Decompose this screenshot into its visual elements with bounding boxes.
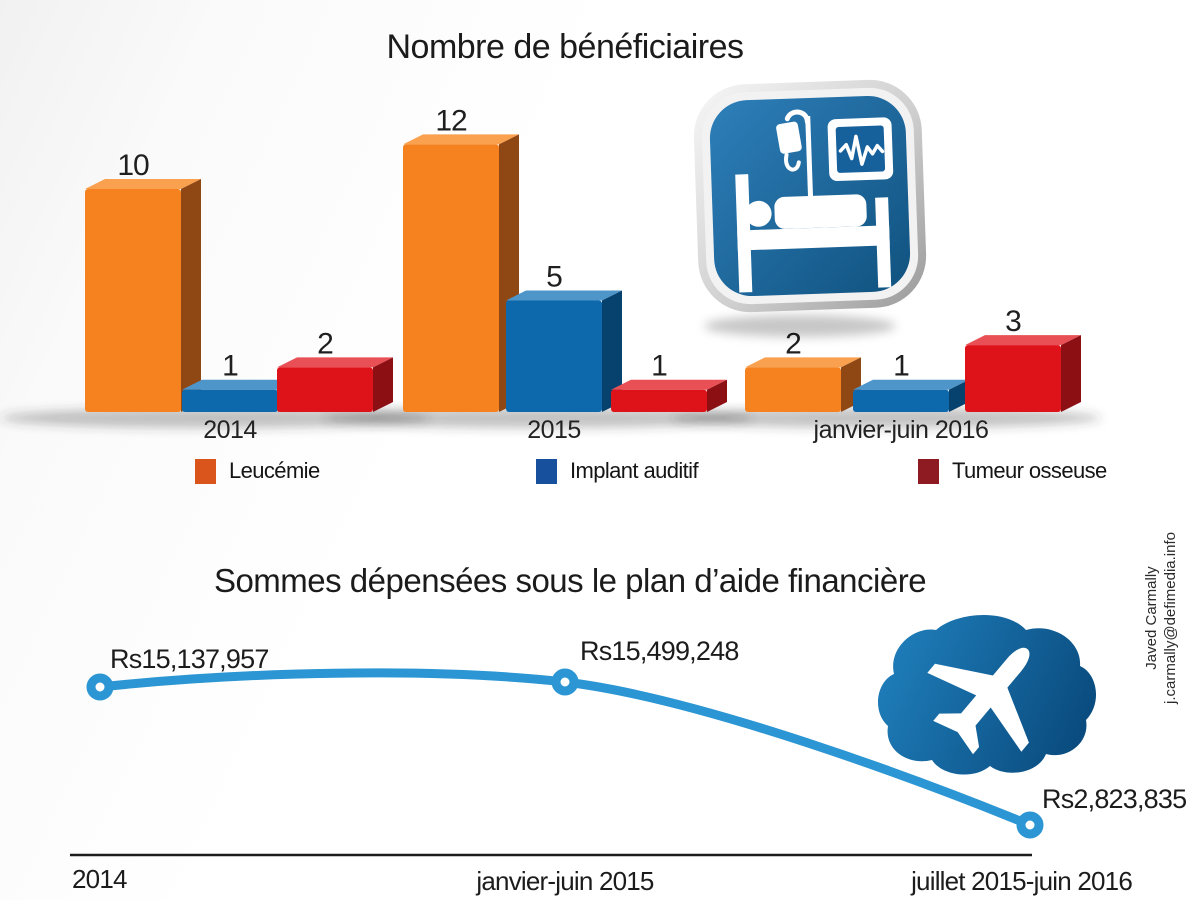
legend-label: Leucémie	[229, 458, 320, 483]
bar-chart-title: Nombre de bénéficiaires	[386, 28, 744, 66]
bar-top-face	[853, 379, 969, 390]
point-value-label: Rs15,137,957	[110, 644, 269, 674]
spending-line-chart: Rs15,137,957 Rs15,499,248 Rs2,823,835 2014 j…	[70, 636, 1187, 896]
data-point-1	[86, 673, 114, 701]
bar-value-label: 5	[546, 261, 562, 294]
credit: Javed Carmally j.carmally@defimedia.info	[1142, 488, 1188, 748]
data-point-2	[551, 668, 579, 696]
x-axis-label: 2014	[72, 864, 127, 894]
bar-category-label: 2015	[527, 416, 581, 444]
bar-side-face	[707, 379, 727, 412]
bar-Implant auditif	[853, 389, 949, 412]
legend-swatch	[536, 458, 557, 484]
bar-top-face	[277, 357, 393, 368]
bar-Leucémie	[85, 189, 181, 412]
bar-value-label: 3	[1005, 305, 1021, 338]
legend-item-3: Tumeur osseuse	[918, 458, 1107, 484]
bar-value-label: 2	[317, 327, 333, 360]
point-value-label: Rs2,823,835	[1042, 784, 1186, 814]
legend-item-1: Leucémie	[195, 458, 320, 484]
legend-label: Implant auditif	[570, 458, 699, 483]
hospital-bed-icon	[693, 79, 927, 337]
bar-side-face	[373, 357, 393, 412]
bar-shadows	[0, 408, 1101, 428]
bar-value-label: 10	[117, 149, 149, 182]
legend-item-2: Implant auditif	[536, 458, 699, 484]
bar-value-label: 12	[435, 104, 467, 137]
line-texts: Rs15,137,957 Rs15,499,248 Rs2,823,835 2014 j…	[72, 636, 1187, 896]
bar-top-face	[965, 335, 1081, 346]
airplane-cloud-icon	[877, 614, 1097, 775]
bar-side-face	[949, 379, 969, 412]
bar-top-face	[85, 179, 201, 189]
credit-name: Javed Carmally	[1143, 566, 1160, 670]
x-axis-label: janvier-juin 2015	[475, 866, 654, 896]
bar-Implant auditif	[182, 389, 278, 412]
bar-Tumeur osseuse	[277, 367, 373, 412]
bar-value-label: 1	[222, 350, 238, 383]
bar-Tumeur osseuse	[611, 389, 707, 412]
bar-top-face	[745, 357, 861, 368]
bar-side-face	[602, 290, 622, 412]
data-point-3	[1016, 811, 1044, 839]
legend-swatch	[195, 458, 216, 484]
legend-swatch	[918, 458, 939, 484]
bar-Implant auditif	[506, 300, 602, 412]
bar-category-label: janvier-juin 2016	[813, 416, 989, 444]
bar-Leucémie	[745, 367, 841, 412]
line-chart-title: Sommes dépensées sous le plan d’aide fin…	[213, 562, 927, 599]
bar-side-face	[181, 179, 201, 412]
credit-email: j.carmally@defimedia.info	[1162, 532, 1179, 704]
bar-groups	[85, 134, 1081, 412]
bar-side-face	[1061, 335, 1081, 412]
bar-value-label: 1	[893, 350, 909, 383]
bar-Leucémie	[403, 144, 499, 412]
bar-top-face	[182, 379, 298, 390]
bar-category-label: 2014	[203, 416, 257, 444]
legend-label: Tumeur osseuse	[952, 458, 1107, 483]
bar-top-face	[403, 134, 519, 145]
point-value-label: Rs15,499,248	[580, 636, 739, 666]
bar-value-label: 1	[651, 350, 667, 383]
bar-Tumeur osseuse	[965, 345, 1061, 412]
bar-top-face	[506, 290, 622, 301]
x-axis-label: juillet 2015-juin 2016	[910, 866, 1132, 896]
line-layer	[70, 668, 1044, 857]
bar-top-face	[611, 379, 727, 390]
